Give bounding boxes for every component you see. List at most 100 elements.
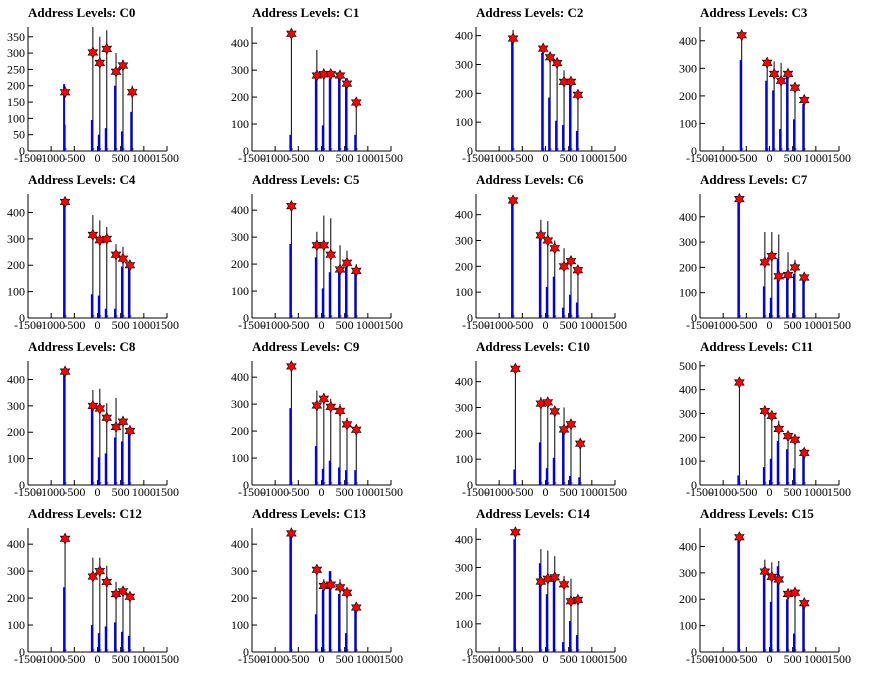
peak-marker xyxy=(542,234,554,247)
peak-marker xyxy=(117,415,129,428)
peak-marker xyxy=(101,411,113,424)
y-tick-label: 0 xyxy=(467,311,473,325)
x-tick-label: 1500 xyxy=(379,151,403,165)
y-tick-label: 200 xyxy=(679,592,697,606)
x-tick-label: -1000 xyxy=(261,652,289,666)
y-tick-label: 0 xyxy=(243,311,249,325)
y-tick-label: 400 xyxy=(7,537,25,551)
chart-panel: Address Levels: C0 0 50 100 150 200 250 300 350 -… xyxy=(0,5,224,173)
chart-plot: 0 100 200 300 400 -1500-1000-500 0 500 1000 1500 xyxy=(679,27,851,165)
peak-marker xyxy=(572,88,584,101)
y-tick-label: 400 xyxy=(231,36,249,50)
y-tick-label: 0 xyxy=(691,645,697,659)
chart-title: Address Levels: C6 xyxy=(476,172,584,187)
peak-marker xyxy=(766,409,778,423)
x-tick-label: 0 xyxy=(543,652,549,666)
peak-marker xyxy=(789,586,801,599)
x-tick-label: 0 xyxy=(95,151,101,165)
peak-marker xyxy=(542,396,554,409)
peak-marker xyxy=(117,252,129,265)
y-tick-label: 0 xyxy=(467,144,473,158)
x-tick-label: 1000 xyxy=(580,318,604,332)
x-tick-label: -500 xyxy=(63,652,85,666)
peak-marker xyxy=(87,46,99,59)
peak-marker xyxy=(798,446,810,459)
x-tick-label: 0 xyxy=(95,318,101,332)
y-tick-label: 300 xyxy=(231,230,249,244)
peak-marker xyxy=(551,56,563,70)
y-tick-label: 400 xyxy=(679,383,697,397)
x-tick-label: -1000 xyxy=(485,318,513,332)
peak-marker xyxy=(759,256,771,269)
x-tick-label: -1500 xyxy=(14,318,42,332)
y-tick-label: 100 xyxy=(679,286,697,300)
y-tick-label: 400 xyxy=(231,537,249,551)
peak-marker xyxy=(87,399,99,413)
x-tick-label: 0 xyxy=(319,151,325,165)
x-tick-label: 1000 xyxy=(580,151,604,165)
y-tick-label: 100 xyxy=(679,619,697,633)
peak-marker xyxy=(350,601,362,614)
peak-marker xyxy=(782,429,794,443)
x-tick-label: 0 xyxy=(95,485,101,499)
y-tick-label: 400 xyxy=(7,205,25,219)
x-tick-label: -500 xyxy=(511,485,533,499)
y-tick-label: 300 xyxy=(679,61,697,75)
x-tick-label: -500 xyxy=(735,318,757,332)
x-tick-label: 1500 xyxy=(155,652,179,666)
x-tick-label: 1000 xyxy=(356,652,380,666)
peak-marker xyxy=(59,365,71,378)
y-tick-label: 100 xyxy=(231,117,249,131)
x-tick-label: 0 xyxy=(543,485,549,499)
y-tick-label: 300 xyxy=(679,406,697,420)
peak-marker xyxy=(510,362,521,375)
peak-marker xyxy=(565,255,577,268)
x-tick-label: 500 xyxy=(112,318,130,332)
y-tick-label: 400 xyxy=(679,210,697,224)
x-tick-label: -500 xyxy=(735,652,757,666)
peak-marker xyxy=(798,93,810,107)
x-tick-label: 1500 xyxy=(603,485,627,499)
peak-marker xyxy=(549,405,561,418)
x-tick-label: 1500 xyxy=(155,318,179,332)
x-tick-label: 1500 xyxy=(603,318,627,332)
x-tick-label: -1000 xyxy=(485,485,513,499)
y-tick-label: 400 xyxy=(455,532,473,546)
peak-marker xyxy=(341,418,353,431)
peak-marker xyxy=(59,86,71,99)
x-tick-label: 1500 xyxy=(827,151,851,165)
y-tick-label: 200 xyxy=(7,591,25,605)
y-tick-label: 200 xyxy=(679,89,697,103)
x-tick-label: -500 xyxy=(63,485,85,499)
chart-title: Address Levels: C11 xyxy=(700,339,814,354)
chart-title: Address Levels: C3 xyxy=(700,5,808,20)
x-tick-label: -500 xyxy=(735,485,757,499)
y-tick-label: 100 xyxy=(455,285,473,299)
y-tick-label: 0 xyxy=(243,144,249,158)
chart-plot: 0 100 200 300 400 -1500-1000-500 0 500 1000 1500 xyxy=(7,528,179,666)
x-tick-label: -1000 xyxy=(485,151,513,165)
chart-title: Address Levels: C5 xyxy=(252,172,360,187)
x-tick-label: -1500 xyxy=(238,151,266,165)
peak-marker xyxy=(94,564,106,578)
y-tick-label: 0 xyxy=(691,144,697,158)
y-tick-label: 300 xyxy=(7,46,25,60)
x-tick-label: 0 xyxy=(319,485,325,499)
x-tick-label: -1500 xyxy=(686,652,714,666)
y-tick-label: 300 xyxy=(455,560,473,574)
x-tick-label: 1500 xyxy=(827,318,851,332)
x-tick-label: -500 xyxy=(63,318,85,332)
x-tick-label: -1500 xyxy=(686,485,714,499)
peak-marker xyxy=(334,581,346,594)
y-tick-label: 200 xyxy=(7,79,25,93)
peak-marker xyxy=(549,242,561,255)
peak-marker xyxy=(775,74,787,87)
y-tick-label: 250 xyxy=(7,62,25,76)
y-tick-label: 0 xyxy=(19,144,25,158)
y-tick-label: 200 xyxy=(231,257,249,271)
y-tick-label: 400 xyxy=(455,29,473,43)
peak-marker xyxy=(341,586,353,599)
chart-panel: Address Levels: C4 0 100 200 300 400 -1500 -100… xyxy=(0,172,224,340)
x-tick-label: -500 xyxy=(511,652,533,666)
